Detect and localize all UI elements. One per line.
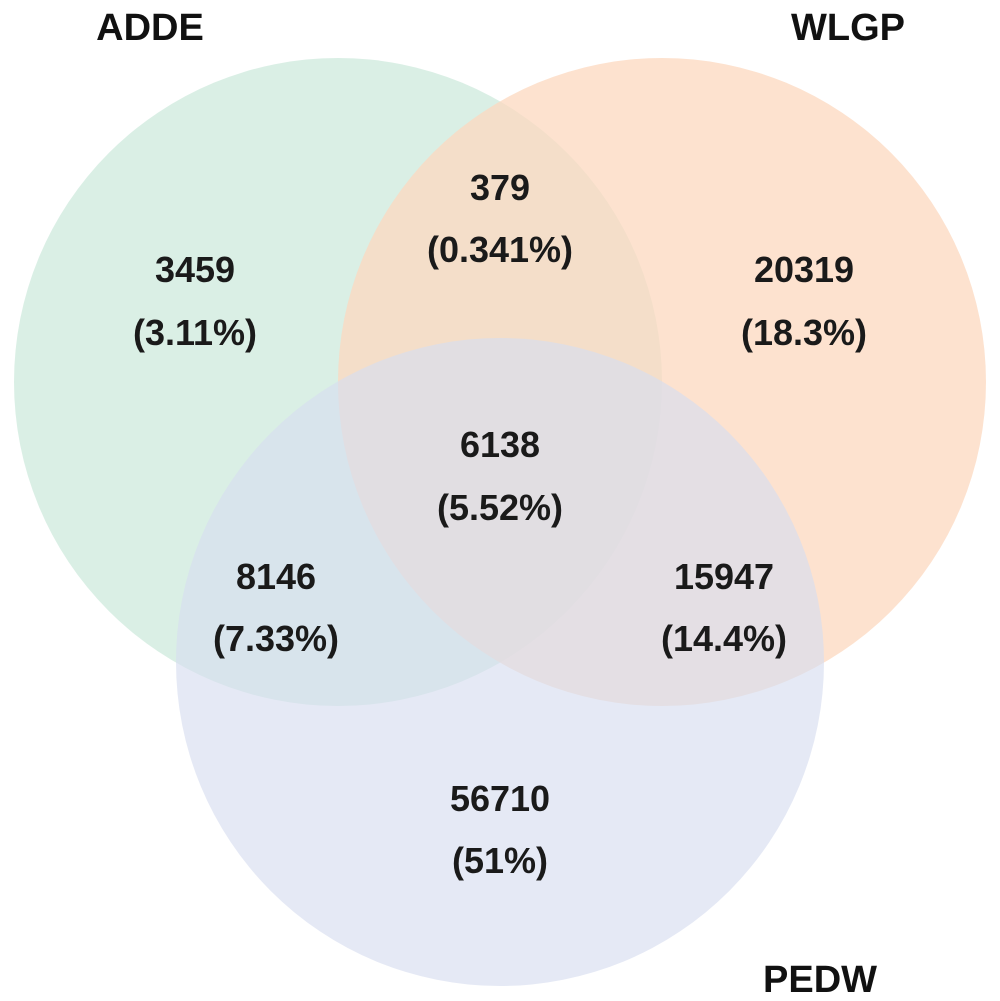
region-count: 379 bbox=[470, 167, 530, 208]
set-label-adde: ADDE bbox=[96, 7, 204, 49]
region-count: 20319 bbox=[754, 249, 854, 290]
region-adde-wlgp: 379 (0.341%) bbox=[427, 167, 573, 270]
set-label-pedw: PEDW bbox=[763, 959, 877, 1001]
region-count: 15947 bbox=[674, 556, 774, 597]
region-adde-pedw: 8146 (7.33%) bbox=[213, 556, 339, 659]
region-adde-only: 3459 (3.11%) bbox=[133, 249, 257, 353]
region-wlgp-only: 20319 (18.3%) bbox=[741, 249, 867, 353]
region-count: 3459 bbox=[155, 249, 235, 290]
set-label-wlgp: WLGP bbox=[791, 7, 905, 49]
region-pedw-only: 56710 (51%) bbox=[450, 778, 550, 881]
region-percent: (0.341%) bbox=[427, 229, 573, 270]
region-percent: (7.33%) bbox=[213, 618, 339, 659]
region-all-three: 6138 (5.52%) bbox=[437, 424, 563, 528]
set-circle-pedw bbox=[176, 338, 824, 986]
region-wlgp-pedw: 15947 (14.4%) bbox=[661, 556, 787, 659]
region-percent: (18.3%) bbox=[741, 312, 867, 353]
region-percent: (3.11%) bbox=[133, 312, 257, 353]
region-percent: (5.52%) bbox=[437, 487, 563, 528]
region-count: 6138 bbox=[460, 424, 540, 465]
region-percent: (14.4%) bbox=[661, 618, 787, 659]
region-count: 56710 bbox=[450, 778, 550, 819]
region-percent: (51%) bbox=[452, 840, 548, 881]
region-count: 8146 bbox=[236, 556, 316, 597]
